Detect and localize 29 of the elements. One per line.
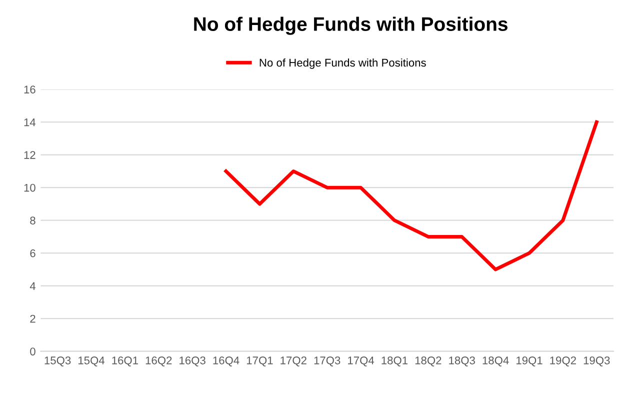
x-tick-label: 19Q1 [516,356,542,366]
legend-label: No of Hedge Funds with Positions [260,58,426,69]
line-series [224,120,598,272]
y-tick-label: 8 [30,216,36,224]
y-tick-label: 12 [24,151,36,159]
y-tick-label: 0 [30,348,36,356]
x-tick-label: 15Q4 [78,356,104,366]
x-tick-label: 17Q3 [314,356,340,366]
x-tick-label: 17Q4 [348,356,374,366]
chart-title: No of Hedge Funds with Positions [194,16,508,35]
x-tick-label: 16Q4 [213,356,240,366]
x-tick-label: 18Q2 [415,356,442,366]
x-tick-label: 19Q3 [584,356,610,366]
y-tick-label: 4 [30,282,36,290]
x-tick-label: 16Q2 [146,356,172,366]
x-tick-label: 18Q3 [449,356,475,366]
x-tick-label: 16Q3 [180,356,206,366]
x-tick-label: 17Q2 [280,356,306,366]
x-tick-label: 17Q1 [246,356,273,366]
x-tick-label: 18Q1 [382,356,408,366]
y-tick-label: 2 [30,314,36,323]
x-tick-label: 16Q1 [112,356,138,366]
y-tick-label: 6 [30,249,36,258]
x-tick-label: 18Q4 [482,356,509,366]
y-tick-label: 16 [24,86,36,94]
x-tick-label: 15Q3 [44,356,71,366]
y-tick-label: 10 [24,184,36,192]
y-tick-label: 14 [24,118,36,126]
x-tick-label: 19Q2 [550,356,576,366]
